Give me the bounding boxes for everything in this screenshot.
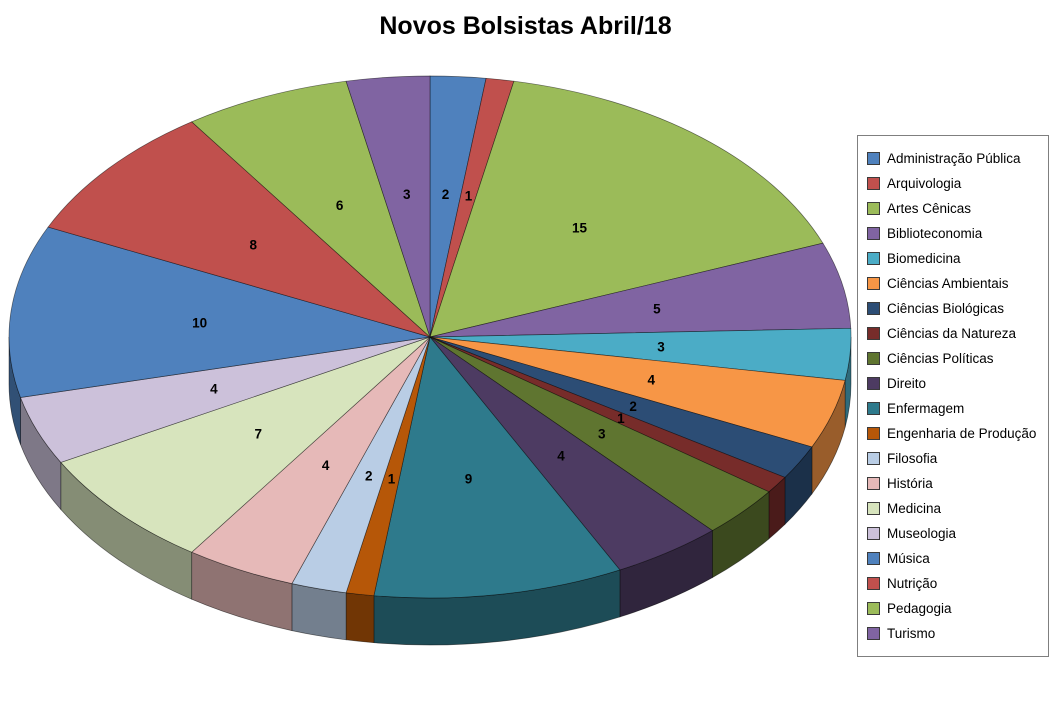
legend-swatch: [867, 402, 880, 415]
legend-item[interactable]: Ciências da Natureza: [858, 321, 1048, 346]
legend-label: Museologia: [887, 526, 957, 541]
slice-value-label: 4: [557, 448, 565, 463]
pie-slice[interactable]: [345, 75, 431, 338]
legend-label: Arquivologia: [887, 176, 962, 191]
pie-slice[interactable]: [8, 226, 431, 398]
legend-item[interactable]: Ciências Ambientais: [858, 271, 1048, 296]
slice-value-label: 3: [598, 426, 606, 441]
legend-item[interactable]: Nutrição: [858, 571, 1048, 596]
legend-item[interactable]: Biomedicina: [858, 246, 1048, 271]
slice-value-label: 10: [192, 316, 207, 331]
slice-value-label: 1: [465, 188, 473, 203]
legend-item[interactable]: Filosofia: [858, 446, 1048, 471]
slice-value-label: 2: [442, 187, 450, 202]
legend-swatch: [867, 252, 880, 265]
legend-label: Turismo: [887, 626, 936, 641]
legend-item[interactable]: Ciências Biológicas: [858, 296, 1048, 321]
pie-slice[interactable]: [60, 336, 431, 553]
legend-label: História: [887, 476, 933, 491]
slice-value-label: 6: [336, 198, 344, 213]
legend-swatch: [867, 202, 880, 215]
legend-label: Ciências Ambientais: [887, 276, 1009, 291]
legend-label: Pedagogia: [887, 601, 952, 616]
legend-item[interactable]: Música: [858, 546, 1048, 571]
legend-item[interactable]: Direito: [858, 371, 1048, 396]
pie-slice[interactable]: [429, 242, 852, 338]
legend-swatch: [867, 277, 880, 290]
slice-value-label: 3: [403, 187, 411, 202]
pie-slice[interactable]: [429, 80, 824, 338]
legend-swatch: [867, 552, 880, 565]
slice-value-label: 4: [322, 458, 330, 473]
legend-label: Filosofia: [887, 451, 938, 466]
legend-item[interactable]: Medicina: [858, 496, 1048, 521]
legend-label: Ciências da Natureza: [887, 326, 1017, 341]
legend-item[interactable]: Administração Pública: [858, 146, 1048, 171]
pie-slice-side: [345, 592, 375, 644]
legend-swatch: [867, 152, 880, 165]
slice-value-label: 9: [465, 472, 473, 487]
slice-value-label: 7: [255, 426, 263, 441]
legend-label: Engenharia de Produção: [887, 426, 1037, 441]
legend-label: Artes Cênicas: [887, 201, 972, 216]
legend-label: Biomedicina: [887, 251, 961, 266]
legend-swatch: [867, 527, 880, 540]
legend-item[interactable]: Enfermagem: [858, 396, 1048, 421]
legend-label: Ciências Biológicas: [887, 301, 1005, 316]
legend-swatch: [867, 452, 880, 465]
legend-item[interactable]: Pedagogia: [858, 596, 1048, 621]
legend-swatch: [867, 327, 880, 340]
legend: Administração Pública Arquivologia Artes…: [857, 135, 1049, 657]
slice-value-label: 1: [617, 411, 625, 426]
slice-value-label: 1: [388, 472, 396, 487]
legend-swatch: [867, 502, 880, 515]
legend-label: Nutrição: [887, 576, 938, 591]
legend-item[interactable]: Turismo: [858, 621, 1048, 646]
legend-swatch: [867, 602, 880, 615]
slice-value-label: 5: [653, 301, 661, 316]
legend-label: Enfermagem: [887, 401, 965, 416]
legend-item[interactable]: Artes Cênicas: [858, 196, 1048, 221]
legend-label: Ciências Políticas: [887, 351, 994, 366]
legend-item[interactable]: História: [858, 471, 1048, 496]
legend-swatch: [867, 627, 880, 640]
legend-swatch: [867, 352, 880, 365]
legend-item[interactable]: Museologia: [858, 521, 1048, 546]
legend-label: Administração Pública: [887, 151, 1021, 166]
slice-value-label: 2: [629, 399, 637, 414]
legend-item[interactable]: Engenharia de Produção: [858, 421, 1048, 446]
legend-swatch: [867, 577, 880, 590]
slice-value-label: 8: [249, 237, 257, 252]
chart-title: Novos Bolsistas Abril/18: [379, 12, 672, 40]
legend-label: Direito: [887, 376, 927, 391]
slice-value-label: 4: [210, 382, 218, 397]
legend-item[interactable]: Biblioteconomia: [858, 221, 1048, 246]
legend-item[interactable]: Arquivologia: [858, 171, 1048, 196]
legend-swatch: [867, 177, 880, 190]
pie-slice[interactable]: [47, 121, 431, 338]
legend-label: Música: [887, 551, 930, 566]
legend-item[interactable]: Ciências Políticas: [858, 346, 1048, 371]
legend-swatch: [867, 227, 880, 240]
slice-value-label: 15: [572, 220, 588, 235]
legend-label: Biblioteconomia: [887, 226, 983, 241]
legend-swatch: [867, 427, 880, 440]
pie-slice[interactable]: [373, 336, 621, 599]
pie-slice[interactable]: [191, 80, 431, 339]
legend-label: Medicina: [887, 501, 942, 516]
legend-swatch: [867, 477, 880, 490]
slice-value-label: 2: [365, 468, 373, 483]
legend-swatch: [867, 302, 880, 315]
slice-value-label: 3: [657, 340, 665, 355]
slice-value-label: 4: [647, 373, 655, 388]
legend-swatch: [867, 377, 880, 390]
